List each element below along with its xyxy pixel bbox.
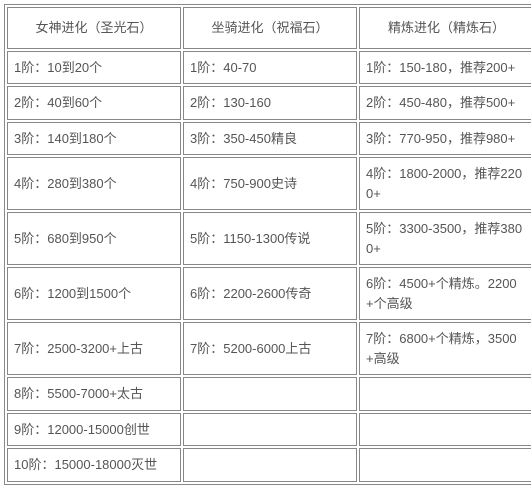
cell-goddess: 4阶：280到380个	[7, 157, 181, 210]
evolution-cost-table: 女神进化（圣光石） 坐骑进化（祝福石） 精炼进化（精炼石） 1阶：10到20个1…	[4, 4, 531, 485]
table-row: 1阶：10到20个1阶：40-701阶：150-180，推荐200+	[7, 51, 531, 85]
table-row: 9阶：12000-15000创世	[7, 413, 531, 447]
cell-goddess: 9阶：12000-15000创世	[7, 413, 181, 447]
cell-goddess: 2阶：40到60个	[7, 86, 181, 120]
cell-refine	[359, 448, 531, 482]
table-row: 8阶：5500-7000+太古	[7, 377, 531, 411]
cell-refine: 1阶：150-180，推荐200+	[359, 51, 531, 85]
cell-goddess: 7阶：2500-3200+上古	[7, 322, 181, 375]
cell-mount: 7阶：5200-6000上古	[183, 322, 357, 375]
cell-mount	[183, 448, 357, 482]
col-header-refine: 精炼进化（精炼石）	[359, 7, 531, 49]
cell-refine: 5阶：3300-3500，推荐3800+	[359, 212, 531, 265]
cell-mount: 1阶：40-70	[183, 51, 357, 85]
cell-mount	[183, 377, 357, 411]
cell-mount: 3阶：350-450精良	[183, 122, 357, 156]
cell-refine: 4阶：1800-2000，推荐2200+	[359, 157, 531, 210]
table-row: 10阶：15000-18000灭世	[7, 448, 531, 482]
cell-refine: 6阶：4500+个精炼。2200+个高级	[359, 267, 531, 320]
cell-mount: 2阶：130-160	[183, 86, 357, 120]
cell-goddess: 6阶：1200到1500个	[7, 267, 181, 320]
cell-refine: 7阶：6800+个精炼，3500+高级	[359, 322, 531, 375]
table-row: 6阶：1200到1500个6阶：2200-2600传奇6阶：4500+个精炼。2…	[7, 267, 531, 320]
cell-goddess: 1阶：10到20个	[7, 51, 181, 85]
cell-refine	[359, 377, 531, 411]
table-row: 2阶：40到60个2阶：130-1602阶：450-480，推荐500+	[7, 86, 531, 120]
cell-refine: 2阶：450-480，推荐500+	[359, 86, 531, 120]
table-row: 5阶：680到950个5阶：1150-1300传说5阶：3300-3500，推荐…	[7, 212, 531, 265]
table-row: 7阶：2500-3200+上古7阶：5200-6000上古7阶：6800+个精炼…	[7, 322, 531, 375]
cell-mount	[183, 413, 357, 447]
table-row: 4阶：280到380个4阶：750-900史诗4阶：1800-2000，推荐22…	[7, 157, 531, 210]
cell-refine	[359, 413, 531, 447]
cell-goddess: 5阶：680到950个	[7, 212, 181, 265]
cell-goddess: 3阶：140到180个	[7, 122, 181, 156]
cell-goddess: 10阶：15000-18000灭世	[7, 448, 181, 482]
table-header-row: 女神进化（圣光石） 坐骑进化（祝福石） 精炼进化（精炼石）	[7, 7, 531, 49]
table-row: 3阶：140到180个3阶：350-450精良3阶：770-950，推荐980+	[7, 122, 531, 156]
cell-mount: 5阶：1150-1300传说	[183, 212, 357, 265]
cell-goddess: 8阶：5500-7000+太古	[7, 377, 181, 411]
cell-mount: 6阶：2200-2600传奇	[183, 267, 357, 320]
col-header-mount: 坐骑进化（祝福石）	[183, 7, 357, 49]
col-header-goddess: 女神进化（圣光石）	[7, 7, 181, 49]
cell-refine: 3阶：770-950，推荐980+	[359, 122, 531, 156]
cell-mount: 4阶：750-900史诗	[183, 157, 357, 210]
